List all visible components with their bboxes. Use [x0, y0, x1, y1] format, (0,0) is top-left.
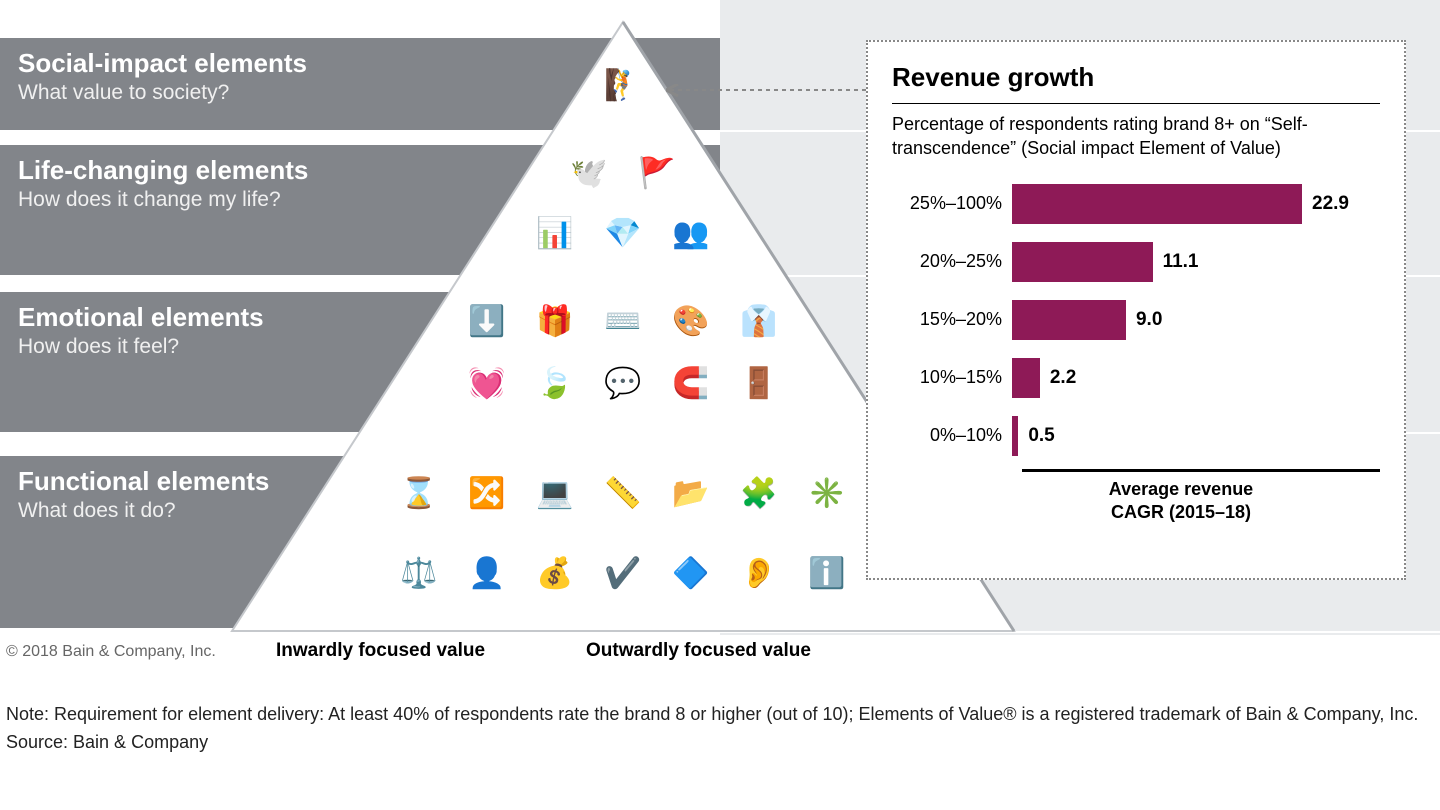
bar-track: 22.9 — [1012, 184, 1380, 224]
tier-band-0: Social-impact elementsWhat value to soci… — [0, 38, 720, 130]
bar-label: 10%–15% — [892, 367, 1012, 388]
revenue-chart-panel: Revenue growth Percentage of respondents… — [866, 40, 1406, 580]
tier-divider — [0, 631, 1440, 633]
bar-value: 9.0 — [1136, 309, 1162, 331]
tier-subtitle: How does it feel? — [18, 335, 702, 359]
tier-band-1: Life-changing elementsHow does it change… — [0, 145, 720, 275]
outward-label: Outwardly focused value — [586, 640, 811, 662]
tier-band-3: Functional elementsWhat does it do? — [0, 456, 720, 628]
bar-fill — [1012, 184, 1302, 224]
bar-fill — [1012, 242, 1153, 282]
tier-title: Social-impact elements — [18, 48, 702, 79]
bar-value: 22.9 — [1312, 193, 1349, 215]
bar-row: 0%–10% 0.5 — [892, 411, 1380, 461]
note-text: Note: Requirement for element delivery: … — [6, 702, 1426, 726]
tier-subtitle: What value to society? — [18, 81, 702, 105]
tier-title: Emotional elements — [18, 302, 702, 333]
inward-label: Inwardly focused value — [276, 640, 586, 662]
bar-fill — [1012, 358, 1040, 398]
bar-fill — [1012, 416, 1018, 456]
bar-track: 11.1 — [1012, 242, 1380, 282]
copyright: © 2018 Bain & Company, Inc. — [6, 643, 276, 661]
infographic-main: Social-impact elementsWhat value to soci… — [0, 0, 1440, 635]
bar-track: 9.0 — [1012, 300, 1380, 340]
bar-row: 15%–20% 9.0 — [892, 295, 1380, 345]
chart-subtitle: Percentage of respondents rating brand 8… — [892, 112, 1380, 161]
source-text: Source: Bain & Company — [6, 730, 1426, 754]
bar-value: 2.2 — [1050, 367, 1076, 389]
chart-rule — [892, 103, 1380, 104]
bar-label: 20%–25% — [892, 251, 1012, 272]
bar-value: 11.1 — [1163, 251, 1199, 273]
tier-title: Functional elements — [18, 466, 702, 497]
chart-axis-label: Average revenue CAGR (2015–18) — [982, 478, 1380, 525]
bar-label: 15%–20% — [892, 309, 1012, 330]
bar-value: 0.5 — [1028, 425, 1054, 447]
bar-row: 20%–25% 11.1 — [892, 237, 1380, 287]
bar-label: 0%–10% — [892, 425, 1012, 446]
chart-bars: 25%–100% 22.9 20%–25% 11.1 15%–20% 9.0 10%–15%… — [892, 179, 1380, 461]
chart-title: Revenue growth — [892, 62, 1380, 93]
bar-label: 25%–100% — [892, 193, 1012, 214]
base-labels: © 2018 Bain & Company, Inc. Inwardly foc… — [0, 640, 1440, 662]
left-panel: Social-impact elementsWhat value to soci… — [0, 0, 720, 635]
footnote: Note: Requirement for element delivery: … — [6, 702, 1426, 755]
tier-band-2: Emotional elementsHow does it feel? — [0, 292, 720, 432]
bar-track: 0.5 — [1012, 416, 1380, 456]
tier-subtitle: What does it do? — [18, 499, 702, 523]
tier-subtitle: How does it change my life? — [18, 188, 702, 212]
bar-fill — [1012, 300, 1126, 340]
bar-track: 2.2 — [1012, 358, 1380, 398]
tier-title: Life-changing elements — [18, 155, 702, 186]
chart-axis — [1022, 469, 1380, 472]
bar-row: 10%–15% 2.2 — [892, 353, 1380, 403]
bar-row: 25%–100% 22.9 — [892, 179, 1380, 229]
